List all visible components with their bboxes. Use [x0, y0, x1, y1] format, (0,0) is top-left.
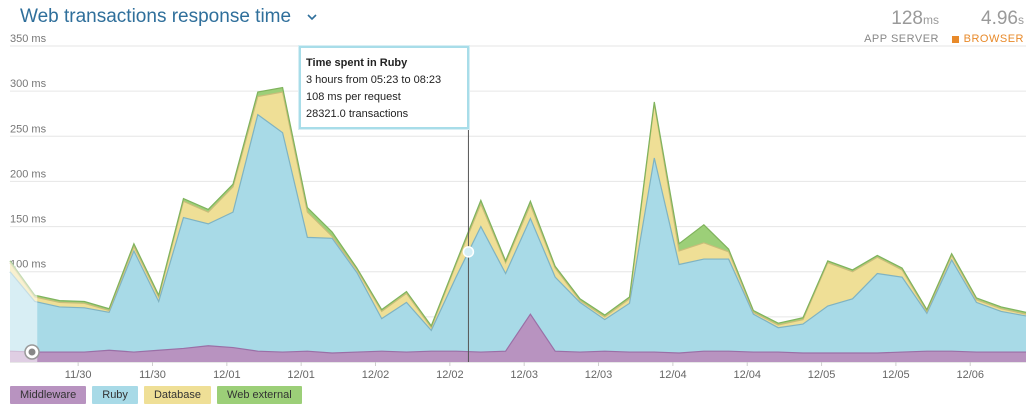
x-tick-label: 12/05: [808, 369, 836, 381]
y-tick-label: 200 ms: [10, 168, 47, 180]
x-tick-label: 12/01: [213, 369, 241, 381]
x-tick-label: 12/05: [882, 369, 910, 381]
series-outline: [9, 313, 1026, 354]
y-tick-label: 300 ms: [10, 78, 47, 90]
app-server-unit: ms: [923, 13, 939, 27]
y-tick-label: 250 ms: [10, 123, 47, 135]
x-tick-label: 12/04: [659, 369, 687, 381]
browser-metric: 4.96s BROWSER: [951, 8, 1024, 45]
x-tick-label: 12/03: [585, 369, 613, 381]
app-server-value: 128: [891, 8, 923, 29]
series-outline: [9, 86, 1027, 328]
chart-title: Web transactions response time: [20, 6, 292, 27]
x-tick-label: 11/30: [65, 369, 92, 381]
hover-marker: [462, 246, 475, 258]
chevron-down-icon[interactable]: [305, 10, 319, 24]
selection-overlay: [10, 260, 38, 362]
tooltip-line-1: 3 hours from 05:23 to 08:23: [306, 74, 442, 86]
x-tick-label: 12/01: [287, 369, 315, 381]
tooltip-line-2: 108 ms per request: [306, 91, 401, 103]
series-outline: [9, 113, 1027, 332]
legend-ruby[interactable]: Ruby: [92, 386, 138, 404]
x-tick-label: 12/03: [510, 369, 538, 381]
area-ruby[interactable]: [10, 114, 1026, 353]
y-tick-label: 350 ms: [10, 33, 47, 45]
x-tick-label: 12/02: [436, 369, 464, 381]
browser-unit: s: [1018, 13, 1024, 27]
x-tick-label: 11/30: [139, 369, 166, 381]
legend-middleware[interactable]: Middleware: [10, 386, 87, 404]
x-tick-label: 12/04: [733, 369, 761, 381]
range-handle-dot: [28, 348, 36, 356]
area-middleware[interactable]: [10, 314, 1026, 362]
x-tick-label: 12/06: [956, 369, 984, 381]
series-outline: [9, 91, 1027, 329]
browser-label: BROWSER: [963, 33, 1024, 45]
app-server-label: APP SERVER: [864, 33, 939, 45]
legend: Middleware Ruby Database Web external: [10, 386, 302, 404]
app-server-metric: 128ms APP SERVER: [864, 8, 939, 45]
legend-web-external[interactable]: Web external: [217, 386, 302, 404]
y-tick-label: 100 ms: [10, 259, 47, 271]
y-tick-label: 150 ms: [10, 214, 47, 226]
title-row: Web transactions response time: [20, 6, 319, 28]
x-tick-label: 12/02: [362, 369, 390, 381]
tooltip-title: Time spent in Ruby: [306, 57, 408, 69]
browser-value: 4.96: [981, 8, 1018, 29]
legend-database[interactable]: Database: [143, 386, 212, 404]
tooltip: Time spent in Ruby 3 hours from 05:23 to…: [299, 46, 469, 129]
area-database[interactable]: [10, 92, 1026, 331]
browser-square-icon: [951, 35, 959, 43]
tooltip-line-3: 28321.0 transactions: [306, 108, 409, 120]
